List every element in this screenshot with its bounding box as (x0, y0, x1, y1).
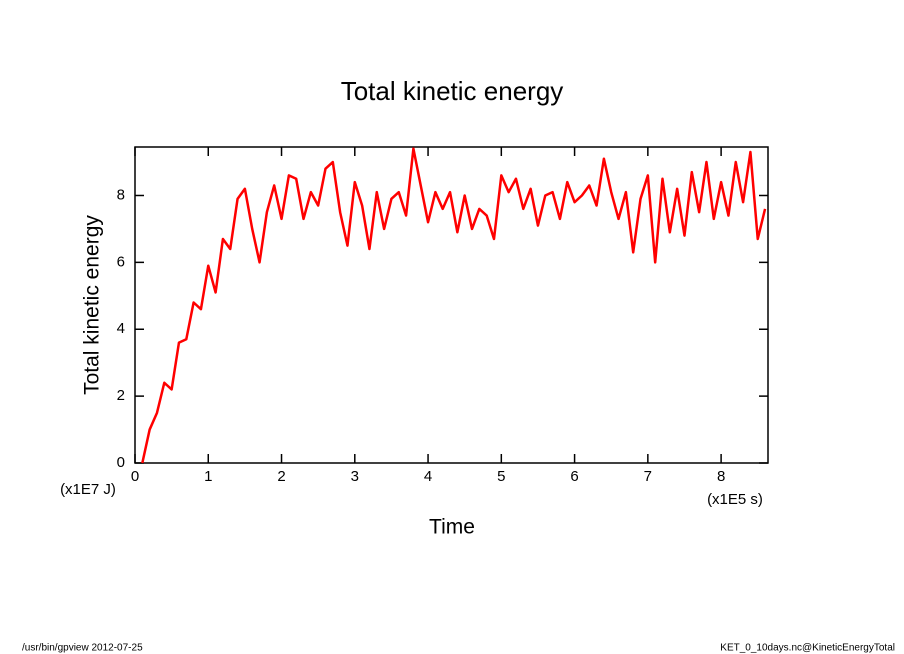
x-tick-label: 0 (131, 468, 139, 485)
x-tick-label: 8 (717, 468, 725, 485)
chart-title: Total kinetic energy (341, 76, 564, 106)
y-tick-label: 6 (117, 253, 125, 270)
x-tick-label: 1 (204, 468, 212, 485)
footer-right: KET_0_10days.nc@KineticEnergyTotal (720, 643, 895, 654)
y-axis-label: Total kinetic energy (81, 215, 104, 395)
y-unit: (x1E7 J) (60, 481, 116, 498)
y-tick-label: 8 (117, 186, 125, 203)
y-tick-label: 2 (117, 387, 125, 404)
x-tick-label: 7 (644, 468, 652, 485)
x-tick-label: 3 (351, 468, 359, 485)
x-tick-label: 6 (570, 468, 578, 485)
x-unit: (x1E5 s) (707, 491, 763, 508)
y-tick-label: 4 (117, 320, 125, 337)
x-tick-label: 5 (497, 468, 505, 485)
x-axis-label: Time (429, 516, 475, 539)
x-tick-label: 2 (277, 468, 285, 485)
plot-frame (134, 146, 769, 464)
y-tick-label: 0 (117, 454, 125, 471)
data-line (141, 147, 767, 464)
x-tick-label: 4 (424, 468, 432, 485)
footer-left: /usr/bin/gpview 2012-07-25 (22, 643, 143, 654)
